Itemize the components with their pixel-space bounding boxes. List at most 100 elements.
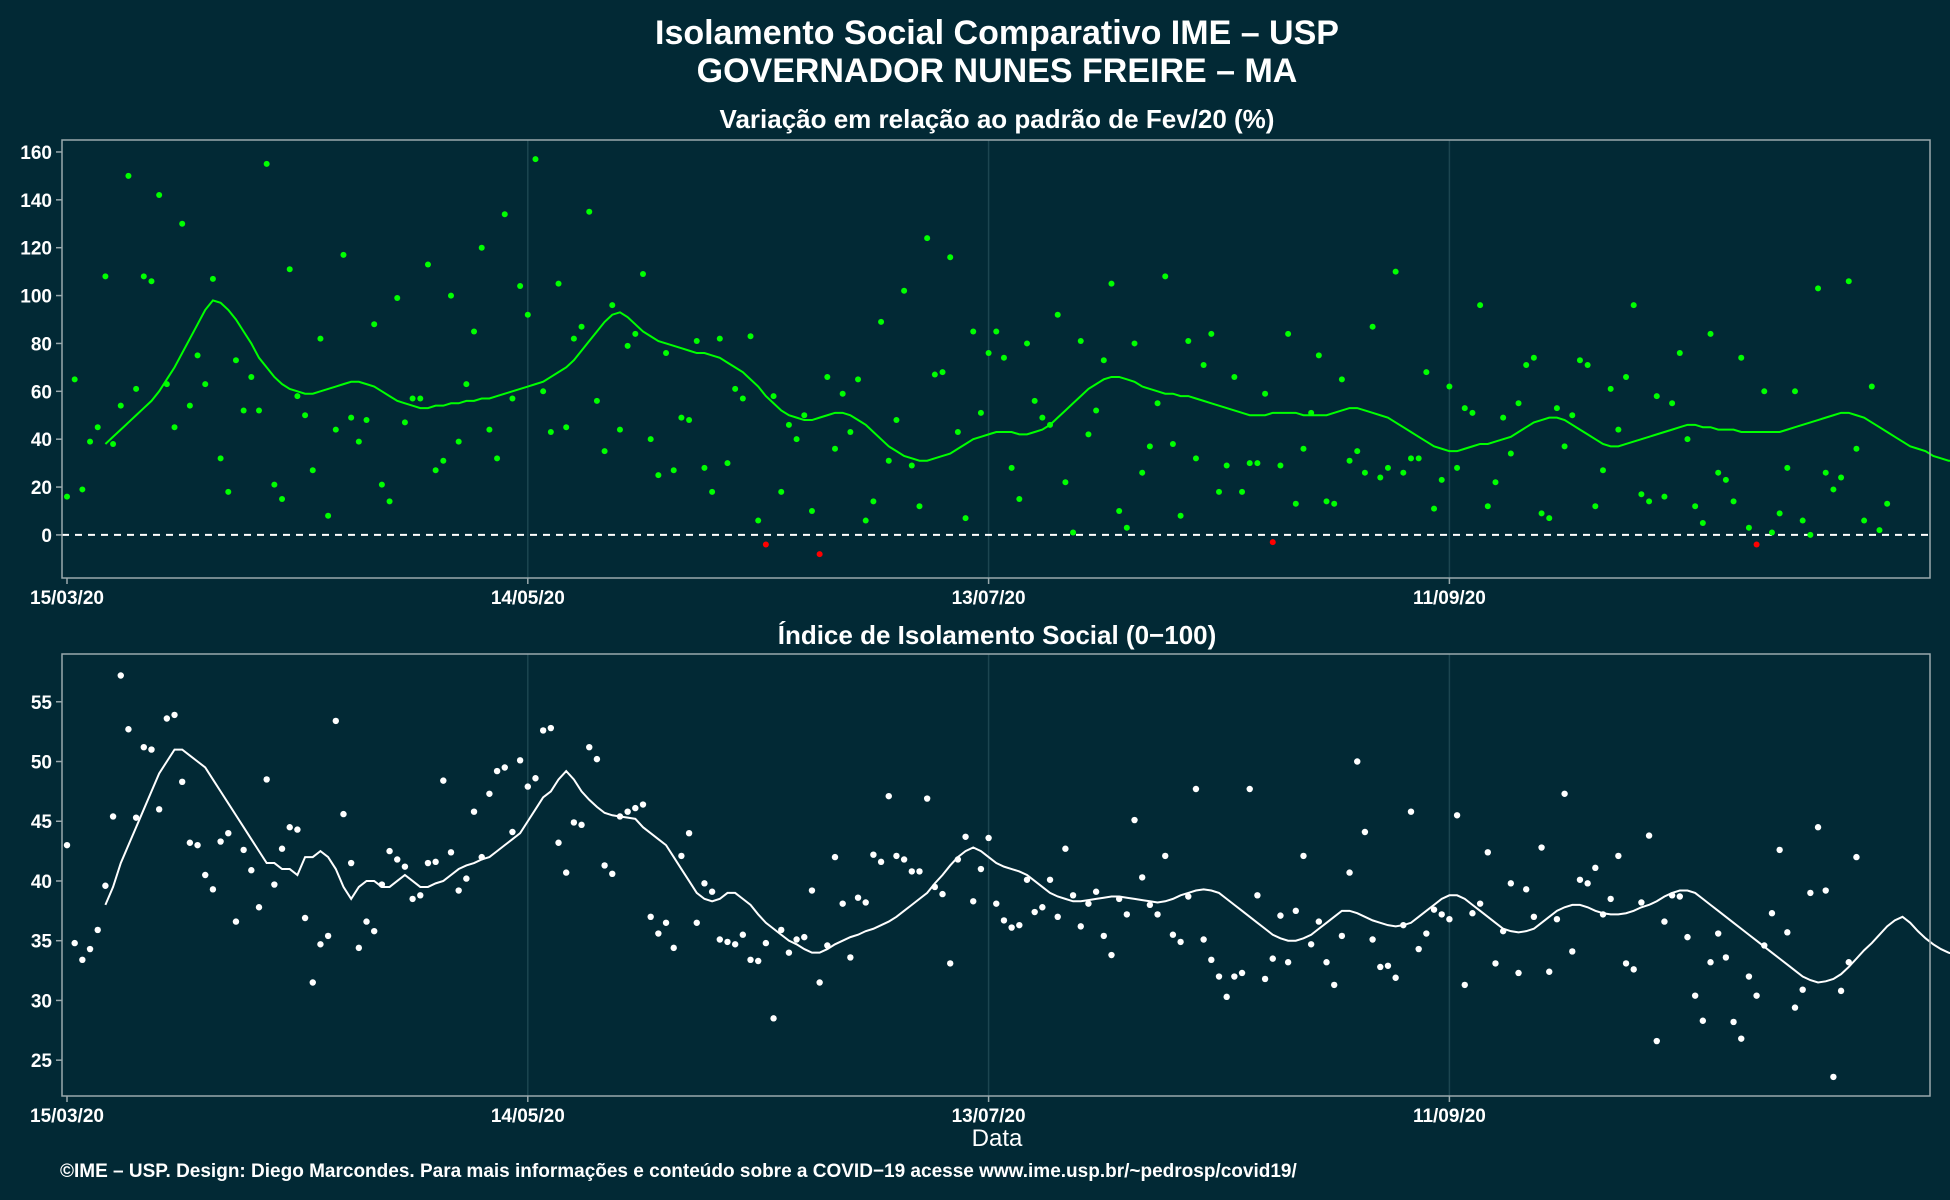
bottom-data-point bbox=[1269, 955, 1276, 962]
top-data-point bbox=[1692, 503, 1699, 510]
bottom-data-point bbox=[1415, 945, 1422, 953]
bottom-data-point bbox=[1715, 930, 1722, 937]
bottom-data-point bbox=[271, 881, 278, 888]
top-data-point bbox=[954, 429, 961, 435]
top-data-point bbox=[1246, 460, 1253, 467]
top-data-point bbox=[678, 414, 685, 421]
top-data-point bbox=[747, 333, 754, 340]
top-data-point bbox=[1162, 273, 1169, 280]
top-data-point bbox=[1400, 469, 1407, 476]
top-data-point bbox=[1600, 467, 1606, 474]
bottom-data-point bbox=[309, 979, 316, 986]
top-data-point bbox=[179, 220, 186, 227]
top-data-point bbox=[609, 302, 616, 309]
top-data-point bbox=[732, 385, 739, 392]
top-data-point bbox=[1315, 352, 1322, 359]
top-data-point bbox=[424, 261, 431, 268]
bottom-y-tick-label: 30 bbox=[31, 991, 52, 1012]
top-data-point bbox=[1523, 361, 1530, 368]
top-data-point bbox=[855, 376, 862, 383]
bottom-data-point bbox=[1231, 973, 1238, 980]
top-y-tick-label: 100 bbox=[20, 287, 52, 308]
top-data-point bbox=[509, 395, 516, 402]
bottom-data-point bbox=[1069, 892, 1077, 899]
bottom-data-point bbox=[524, 783, 531, 790]
top-data-point bbox=[686, 417, 693, 424]
top-data-point bbox=[1699, 519, 1706, 526]
top-x-tick-label: 15/03/20 bbox=[30, 588, 104, 609]
bottom-data-point bbox=[755, 957, 762, 965]
top-data-point bbox=[908, 462, 915, 469]
top-data-point bbox=[240, 407, 247, 414]
bottom-data-point bbox=[1346, 869, 1353, 876]
top-data-point bbox=[1192, 455, 1199, 462]
top-data-point bbox=[94, 424, 101, 431]
top-data-point bbox=[1169, 440, 1176, 447]
bottom-data-point bbox=[555, 839, 562, 846]
top-data-point bbox=[1047, 421, 1054, 428]
bottom-data-point bbox=[1745, 973, 1753, 980]
top-data-point bbox=[1615, 426, 1622, 433]
bottom-y-tick-label: 55 bbox=[31, 693, 53, 714]
bottom-data-point bbox=[1100, 932, 1108, 940]
bottom-data-point bbox=[1000, 917, 1008, 924]
panel-bottom-plot: 25 30 35 40 45 50 55 15/03/20 14/05/20 13/07/20 11… bbox=[30, 653, 1950, 1127]
bottom-data-point bbox=[225, 829, 232, 837]
top-data-point bbox=[440, 457, 447, 464]
bottom-data-point bbox=[125, 726, 132, 733]
top-data-point bbox=[1431, 505, 1438, 512]
bottom-data-point bbox=[1523, 886, 1530, 893]
bottom-data-point bbox=[140, 743, 147, 751]
top-data-point bbox=[547, 429, 554, 435]
bottom-data-point bbox=[586, 743, 593, 751]
bottom-data-point bbox=[363, 918, 370, 925]
bottom-data-point bbox=[1139, 874, 1146, 881]
bottom-data-point bbox=[1507, 880, 1515, 887]
top-data-point bbox=[486, 426, 493, 433]
top-data-point bbox=[371, 321, 378, 328]
bottom-data-point bbox=[332, 717, 339, 725]
top-data-point bbox=[156, 192, 163, 199]
top-data-point bbox=[1384, 464, 1391, 471]
bottom-data-point bbox=[286, 824, 293, 831]
bottom-data-point bbox=[1538, 844, 1545, 851]
bottom-data-point bbox=[778, 926, 785, 934]
bottom-data-point bbox=[1699, 1017, 1707, 1024]
top-data-point bbox=[1561, 443, 1568, 450]
top-data-point bbox=[993, 328, 1000, 335]
top-data-point bbox=[332, 426, 339, 433]
top-data-point bbox=[1254, 460, 1261, 467]
top-data-point bbox=[878, 318, 885, 325]
top-data-point bbox=[1185, 338, 1192, 345]
top-data-point bbox=[616, 426, 623, 433]
bottom-data-point bbox=[1638, 899, 1645, 906]
bottom-data-point bbox=[324, 932, 332, 940]
bottom-y-tick-label: 40 bbox=[31, 872, 52, 893]
top-data-point bbox=[302, 412, 309, 419]
top-data-point bbox=[1676, 350, 1683, 357]
bottom-data-point bbox=[401, 863, 409, 870]
top-data-point bbox=[394, 294, 401, 301]
bottom-data-point bbox=[163, 715, 171, 722]
bottom-data-point bbox=[647, 913, 654, 921]
top-data-point bbox=[202, 381, 209, 388]
bottom-data-point bbox=[1615, 852, 1622, 860]
bottom-data-point bbox=[662, 919, 670, 926]
top-data-point bbox=[1469, 409, 1476, 416]
bottom-data-point bbox=[1791, 1004, 1799, 1011]
bottom-data-point bbox=[708, 888, 716, 895]
bottom-data-point bbox=[962, 833, 969, 840]
bottom-data-point bbox=[1023, 876, 1031, 883]
top-data-point bbox=[163, 381, 170, 388]
x-axis-label: Data bbox=[972, 1125, 1023, 1152]
top-data-point bbox=[248, 373, 255, 380]
top-data-point bbox=[1884, 500, 1891, 507]
bottom-data-point bbox=[762, 939, 770, 947]
bottom-data-point bbox=[347, 859, 355, 867]
bottom-data-point bbox=[816, 979, 823, 986]
bottom-data-point bbox=[79, 956, 86, 964]
bottom-data-point bbox=[655, 930, 662, 937]
top-data-point bbox=[125, 172, 132, 179]
top-data-point bbox=[1553, 405, 1560, 412]
top-data-point bbox=[1646, 498, 1653, 505]
